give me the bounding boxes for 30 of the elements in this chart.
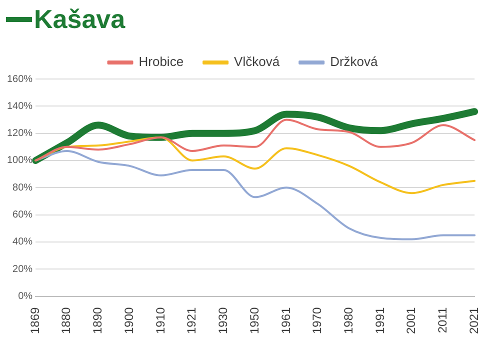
x-tick-label: 1991 [372, 306, 387, 334]
legend-label: Kašava [34, 4, 126, 35]
legend-label: Vlčková [234, 54, 280, 70]
x-tick-label: 1890 [90, 306, 105, 334]
x-tick-label: 1921 [184, 306, 199, 334]
x-tick-label: 1950 [247, 306, 262, 334]
legend-label: Hrobice [138, 54, 184, 70]
x-tick-label: 1869 [28, 306, 42, 334]
x-tick-label: 1961 [278, 306, 293, 334]
y-tick-label: 60% [12, 210, 33, 221]
line-series [34, 118, 476, 162]
y-tick-label: 140% [7, 100, 33, 112]
y-tick-label: 20% [12, 264, 33, 275]
x-tick-label: 1900 [122, 306, 136, 334]
y-tick-label: 80% [12, 182, 33, 194]
x-tick-label: 2001 [404, 306, 418, 334]
y-tick-label: 0% [18, 291, 33, 302]
y-tick-label: 40% [12, 236, 33, 248]
x-tick-label: 2021 [466, 306, 481, 334]
x-tick-label: 1880 [59, 306, 74, 334]
x-tick-label: 1930 [216, 306, 230, 334]
x-tick-label: 2011 [436, 306, 450, 334]
x-tick-label: 1970 [310, 306, 324, 334]
x-tick-label: 1910 [153, 306, 168, 334]
x-tick-label: 1980 [341, 306, 356, 334]
line-series [34, 150, 476, 240]
y-tick-label: 120% [7, 128, 33, 140]
y-tick-label: 160% [7, 74, 33, 85]
legend-label: Držková [330, 54, 379, 70]
y-tick-label: 100% [7, 155, 33, 166]
